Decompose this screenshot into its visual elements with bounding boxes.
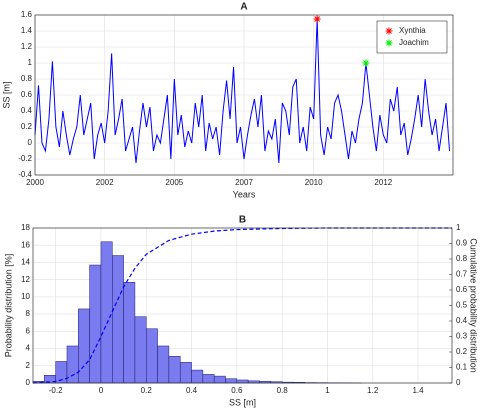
legend-marker — [385, 39, 393, 47]
y-tick-label: 0 — [28, 138, 33, 147]
y2-tick-label: 0.3 — [456, 332, 468, 341]
x-tick-label: 0 — [99, 386, 104, 395]
y2-tick-label: 0.7 — [456, 270, 468, 279]
series-line — [34, 18, 451, 164]
x-tick-label: 2010 — [305, 178, 323, 187]
hist-bar — [123, 282, 136, 384]
hist-bar — [134, 316, 147, 384]
y-tick-label: 1.2 — [21, 42, 33, 51]
x-tick-label: 2005 — [165, 178, 183, 187]
axes-frame — [34, 14, 454, 176]
x-axis-label: Years — [233, 189, 256, 199]
y2-tick-label: 0 — [456, 378, 461, 387]
y-tick-label: 6 — [26, 326, 31, 335]
x-tick-label: 0.2 — [141, 386, 153, 395]
y-tick-label: -0.2 — [18, 154, 32, 163]
y2-tick-label: 0.6 — [456, 285, 468, 294]
y-tick-label: 0.8 — [21, 74, 33, 83]
x-tick-label: 1.4 — [412, 386, 424, 395]
hist-bar — [89, 264, 102, 384]
event-marker — [362, 59, 370, 67]
hist-bar — [202, 374, 215, 384]
y-tick-label: -0.4 — [18, 170, 32, 179]
y-tick-label: 0.2 — [21, 122, 33, 131]
hist-bar — [100, 241, 113, 384]
chart-title: B — [239, 215, 246, 226]
y-tick-label: 8 — [26, 309, 31, 318]
y-tick-label: 4 — [26, 344, 31, 353]
legend-label: Joachim — [399, 38, 429, 47]
y2-tick-label: 0.9 — [456, 239, 468, 248]
x-tick-label: 2000 — [26, 178, 44, 187]
cumulative-line — [32, 227, 452, 384]
chart-title: A — [240, 2, 247, 13]
y-tick-label: 1 — [28, 58, 33, 67]
hist-bar — [225, 378, 238, 384]
x-tick-label: 2002 — [96, 178, 114, 187]
y-tick-label: 0.4 — [21, 106, 33, 115]
y2-tick-label: 0.1 — [456, 363, 468, 372]
y-axis-label: SS [m] — [1, 81, 11, 108]
hist-bar — [168, 356, 181, 384]
y2-tick-label: 0.2 — [456, 347, 468, 356]
axes-frame — [32, 227, 453, 384]
x-tick-label: 2007 — [235, 178, 253, 187]
x-tick-label: 2012 — [374, 178, 392, 187]
hist-bar — [112, 255, 124, 384]
y2-axis-label: Cumulative probability distribution — [469, 238, 479, 373]
hist-bar — [157, 345, 170, 384]
x-axis-label: SS [m] — [229, 397, 256, 407]
y2-tick-label: 0.5 — [456, 301, 468, 310]
y-axis-label: Probability distribution [%] — [3, 254, 13, 358]
y-tick-label: 0.6 — [21, 90, 33, 99]
legend-label: Xynthia — [399, 26, 426, 35]
legend-box — [376, 20, 448, 54]
y-tick-label: 1.6 — [21, 10, 33, 19]
x-tick-label: 1.2 — [367, 386, 379, 395]
y-tick-label: 14 — [21, 258, 30, 267]
legend-marker — [385, 27, 393, 35]
hist-bar — [191, 369, 204, 384]
y-tick-label: 12 — [21, 275, 30, 284]
hist-bar — [236, 379, 249, 384]
x-tick-label: 0.8 — [277, 386, 289, 395]
y2-tick-label: 0.4 — [456, 316, 468, 325]
hist-bar — [78, 308, 90, 384]
y2-tick-label: 1 — [456, 223, 461, 232]
x-tick-label: 1 — [325, 386, 330, 395]
y-tick-label: 0 — [26, 378, 31, 387]
y-tick-label: 16 — [21, 240, 30, 249]
y-tick-label: 10 — [21, 292, 30, 301]
x-tick-label: -0.2 — [49, 386, 63, 395]
y2-tick-label: 0.8 — [456, 254, 468, 263]
y-tick-label: 2 — [26, 361, 31, 370]
y-tick-label: 1.4 — [21, 26, 33, 35]
hist-bar — [145, 328, 158, 384]
hist-bar — [179, 362, 192, 384]
hist-bar — [213, 375, 226, 384]
x-tick-label: 0.4 — [186, 386, 198, 395]
event-marker — [313, 15, 321, 23]
x-tick-label: 0.6 — [231, 386, 243, 395]
y-tick-label: 18 — [21, 223, 30, 232]
